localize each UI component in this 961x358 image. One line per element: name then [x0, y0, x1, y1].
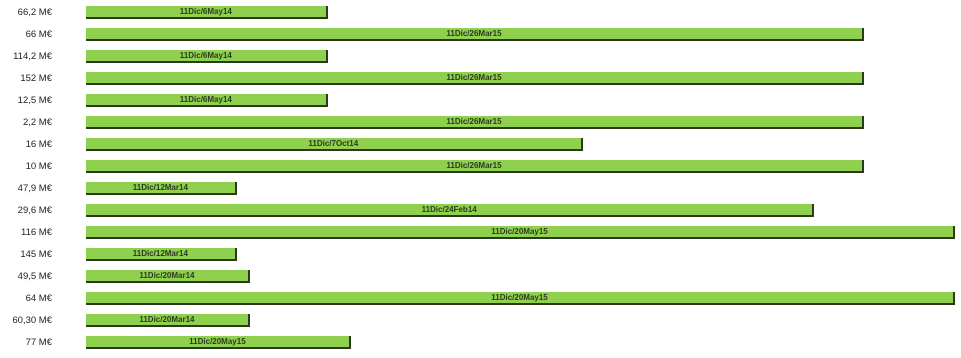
gantt-bar: 11Dic/6May14 — [86, 50, 328, 63]
row-value-label: 60,30 M€ — [12, 315, 52, 326]
gantt-row: 116 M€ 11Dic/20May15 — [0, 222, 961, 244]
bar-period-label: 11Dic/7Oct14 — [308, 139, 359, 148]
gantt-bar: 11Dic/12Mar14 — [86, 248, 237, 261]
bar-period-label: 11Dic/26Mar15 — [446, 29, 502, 38]
bar-period-label: 11Dic/20May15 — [491, 293, 548, 302]
row-value-label: 47,9 M€ — [17, 183, 52, 194]
bar-period-label: 11Dic/12Mar14 — [132, 183, 188, 192]
row-value-label: 2,2 M€ — [22, 117, 52, 128]
row-value-label: 64 M€ — [25, 293, 52, 304]
gantt-bar: 11Dic/24Feb14 — [86, 204, 815, 217]
gantt-row: 10 M€ 11Dic/26Mar15 — [0, 156, 961, 178]
gantt-row: 12,5 M€ 11Dic/6May14 — [0, 90, 961, 112]
bar-period-label: 11Dic/26Mar15 — [446, 161, 502, 170]
gantt-bar: 11Dic/26Mar15 — [86, 116, 864, 129]
gantt-row: 2,2 M€ 11Dic/26Mar15 — [0, 112, 961, 134]
bar-period-label: 11Dic/20Mar14 — [139, 271, 195, 280]
gantt-row: 49,5 M€ 11Dic/20Mar14 — [0, 266, 961, 288]
gantt-row: 66,2 M€ 11Dic/6May14 — [0, 2, 961, 24]
row-value-label: 77 M€ — [25, 337, 52, 348]
bar-period-label: 11Dic/24Feb14 — [421, 205, 477, 214]
bar-period-label: 11Dic/6May14 — [179, 51, 232, 60]
row-value-label: 145 M€ — [20, 249, 52, 260]
gantt-bar: 11Dic/20May15 — [86, 292, 955, 305]
row-value-label: 16 M€ — [25, 139, 52, 150]
gantt-bar: 11Dic/6May14 — [86, 6, 328, 19]
row-value-label: 152 M€ — [20, 73, 52, 84]
gantt-row: 29,6 M€ 11Dic/24Feb14 — [0, 200, 961, 222]
bar-period-label: 11Dic/6May14 — [179, 95, 232, 104]
gantt-bar: 11Dic/20Mar14 — [86, 270, 250, 283]
gantt-bar: 11Dic/26Mar15 — [86, 28, 864, 41]
gantt-bar: 11Dic/7Oct14 — [86, 138, 583, 151]
bar-period-label: 11Dic/20May15 — [189, 337, 246, 346]
gantt-row: 60,30 M€ 11Dic/20Mar14 — [0, 310, 961, 332]
gantt-bar: 11Dic/20May15 — [86, 226, 955, 239]
gantt-bar: 11Dic/6May14 — [86, 94, 328, 107]
bar-period-label: 11Dic/26Mar15 — [446, 73, 502, 82]
gantt-row: 152 M€ 11Dic/26Mar15 — [0, 68, 961, 90]
gantt-bar: 11Dic/26Mar15 — [86, 160, 864, 173]
gantt-row: 66 M€ 11Dic/26Mar15 — [0, 24, 961, 46]
row-value-label: 12,5 M€ — [17, 95, 52, 106]
row-value-label: 116 M€ — [21, 227, 52, 238]
bar-period-label: 11Dic/6May14 — [179, 7, 232, 16]
bar-period-label: 11Dic/20Mar14 — [139, 315, 195, 324]
bar-period-label: 11Dic/12Mar14 — [132, 249, 188, 258]
gantt-bar: 11Dic/20Mar14 — [86, 314, 250, 327]
bar-period-label: 11Dic/20May15 — [491, 227, 548, 236]
gantt-row: 16 M€ 11Dic/7Oct14 — [0, 134, 961, 156]
row-value-label: 10 M€ — [25, 161, 52, 172]
gantt-row: 77 M€ 11Dic/20May15 — [0, 332, 961, 354]
row-value-label: 49,5 M€ — [17, 271, 52, 282]
gantt-bar: 11Dic/20May15 — [86, 336, 351, 349]
gantt-row: 145 M€ 11Dic/12Mar14 — [0, 244, 961, 266]
row-value-label: 29,6 M€ — [17, 205, 52, 216]
row-value-label: 114,2 M€ — [13, 51, 52, 62]
gantt-row: 64 M€ 11Dic/20May15 — [0, 288, 961, 310]
row-value-label: 66 M€ — [25, 29, 52, 40]
bar-period-label: 11Dic/26Mar15 — [446, 117, 502, 126]
gantt-bar: 11Dic/12Mar14 — [86, 182, 237, 195]
gantt-bar: 11Dic/26Mar15 — [86, 72, 864, 85]
gantt-row: 114,2 M€ 11Dic/6May14 — [0, 46, 961, 68]
gantt-row: 47,9 M€ 11Dic/12Mar14 — [0, 178, 961, 200]
row-value-label: 66,2 M€ — [17, 7, 52, 18]
